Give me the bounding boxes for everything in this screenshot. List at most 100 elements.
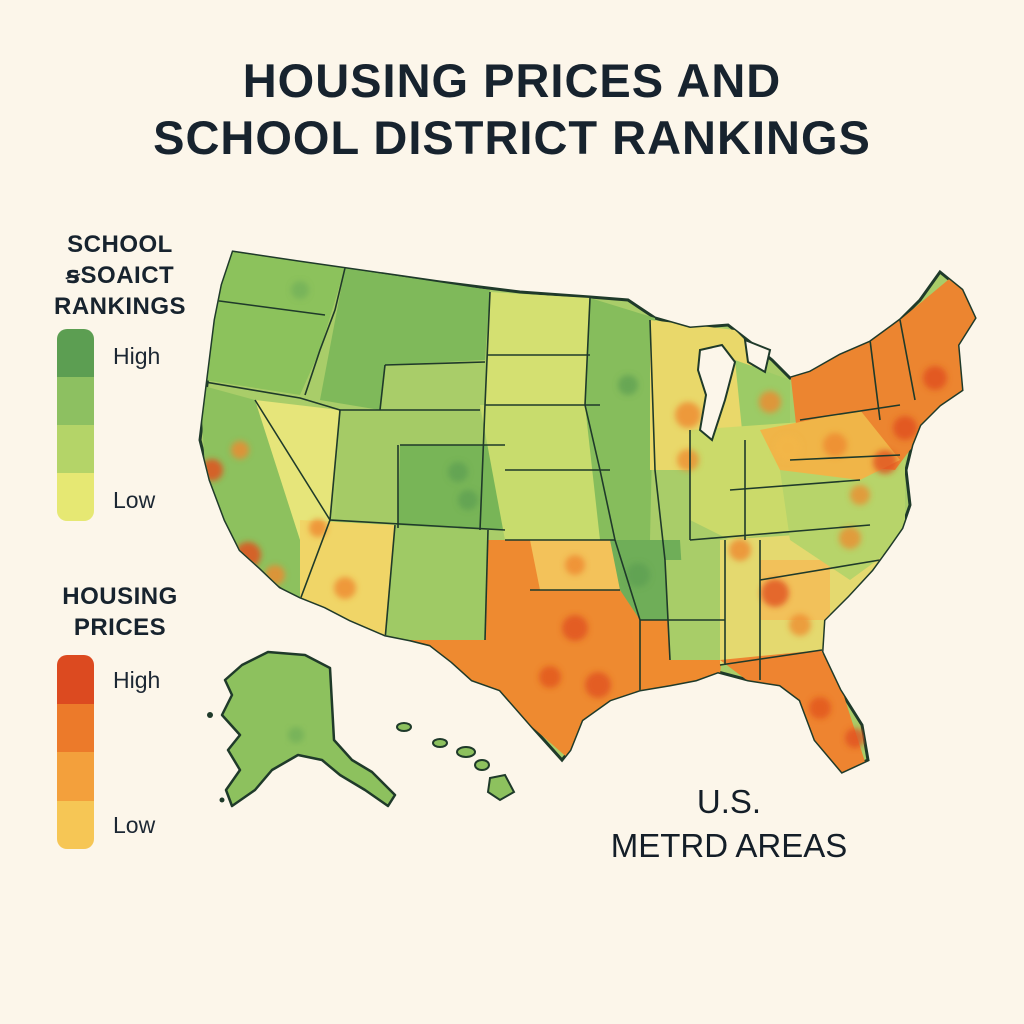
alaska-island-2 — [219, 797, 225, 803]
hotspot-dc — [850, 485, 870, 505]
region-texas — [410, 540, 640, 760]
border-ohio-river — [729, 479, 861, 491]
border-ny-pa — [799, 404, 901, 421]
hotspot-pittsburgh — [823, 433, 847, 457]
region-california — [200, 385, 330, 600]
hotspot-nyc — [893, 416, 917, 440]
border-ky-tn — [689, 524, 871, 541]
school-legend-ramp — [57, 329, 94, 521]
border-nh-vt — [899, 319, 916, 401]
school-ramp-step-2 — [57, 377, 94, 425]
region-northern-rockies — [320, 268, 490, 410]
border-mississippi — [649, 319, 671, 661]
border-mt-wy — [384, 361, 486, 366]
housing-legend-low-label: Low — [113, 812, 156, 838]
hotspot-carolina — [789, 614, 811, 636]
metro-areas-label: U.S. METRD AREAS — [600, 780, 858, 868]
alaska-island-1 — [207, 712, 213, 718]
school-ramp-step-3 — [57, 425, 94, 473]
school-legend-heading-line-2: ꞩSOAICT — [65, 262, 175, 289]
housing-legend-heading-line-2: PRICES — [73, 614, 167, 641]
border-nm-tx — [484, 529, 489, 641]
metro-areas-label-line-1: U.S. — [696, 783, 762, 820]
school-legend-heading: SCHOOL ꞩSOAICT RANKINGS — [40, 229, 200, 322]
region-plains — [480, 405, 615, 540]
hawaii-big-island — [486, 773, 516, 802]
hotspot-raleigh — [839, 527, 861, 549]
border-or-ca — [204, 381, 341, 411]
hotspot-boston — [923, 366, 947, 390]
hotspot-chicago — [675, 402, 701, 428]
border-az-nm — [384, 524, 396, 641]
hotspot-seattle — [291, 281, 309, 299]
hotspot-co-springs — [458, 490, 478, 510]
map-title: HOUSING PRICES AND SCHOOL DISTRICT RANKI… — [0, 52, 1024, 166]
hotspot-tampa — [809, 697, 831, 719]
housing-ramp-step-3 — [57, 752, 94, 801]
lake-michigan — [696, 343, 737, 442]
housing-ramp-step-4 — [57, 800, 94, 849]
housing-legend-heading-line-1: HOUSING — [62, 583, 178, 610]
border-ca-nv — [254, 399, 331, 521]
school-legend-low-label: Low — [113, 487, 156, 513]
alaska-shape — [220, 650, 397, 808]
school-legend-heading-line-1: SCHOOL — [67, 231, 173, 258]
hawaii-kauai — [396, 722, 412, 732]
hotspot-okc — [565, 555, 585, 575]
hotspot-sd — [265, 565, 285, 585]
hawaii-oahu — [432, 738, 448, 748]
border-wa-or — [211, 299, 326, 316]
hotspot-denver — [448, 462, 468, 482]
border-nv-ut — [329, 409, 341, 521]
state-borders — [204, 267, 916, 700]
title-line-1: HOUSING PRICES AND — [242, 54, 782, 107]
metro-areas-label-line-2: METRD AREAS — [610, 827, 848, 864]
housing-ramp-step-2 — [57, 703, 94, 752]
hawaii — [396, 722, 516, 802]
hotspot-phoenix — [334, 577, 356, 599]
housing-legend-high-label: High — [113, 667, 161, 693]
alaska — [207, 650, 397, 808]
region-mid-atlantic — [780, 460, 905, 580]
region-dakotas — [485, 292, 590, 405]
title-line-2: SCHOOL DISTRICT RANKINGS — [153, 111, 871, 164]
hotspot-illinois — [677, 449, 699, 471]
region-florida — [720, 650, 866, 772]
hotspot-atlanta — [761, 579, 789, 607]
hotspot-nashville — [729, 539, 751, 561]
hotspot-houston — [585, 672, 611, 698]
school-legend-high-label: High — [113, 343, 161, 369]
hotspot-ohio — [775, 435, 801, 461]
border-mn-column — [584, 297, 616, 541]
housing-legend-heading: HOUSING PRICES — [40, 581, 200, 643]
hotspot-arkansas — [626, 563, 650, 587]
hotspot-philly — [873, 450, 897, 474]
housing-ramp-step-1 — [57, 655, 94, 704]
school-legend-heading-line-3: RANKINGS — [53, 293, 186, 320]
hotspot-austin — [539, 666, 561, 688]
border-id-wy — [379, 364, 386, 411]
border-or-id — [304, 267, 346, 396]
region-mississippi — [665, 560, 725, 660]
border-ga-sc — [759, 559, 881, 581]
alaska-hotspot — [288, 727, 304, 743]
continental-us — [198, 250, 977, 774]
lake-huron — [743, 338, 772, 374]
region-colorado — [398, 445, 505, 530]
hotspot-dallas — [562, 615, 588, 641]
hotspot-miami — [845, 728, 865, 748]
hawaii-maui — [474, 759, 490, 771]
hotspot-sacramento — [231, 441, 249, 459]
border-pa-south — [789, 454, 901, 461]
border-fl — [719, 649, 823, 666]
housing-legend-ramp — [57, 655, 94, 849]
region-new-mexico — [385, 525, 488, 640]
border-vt-ny — [869, 339, 881, 421]
school-ramp-step-4 — [57, 473, 94, 521]
hotspot-detroit — [759, 391, 781, 413]
hotspot-la — [235, 542, 261, 568]
school-ramp-step-1 — [57, 329, 94, 377]
border-ca-az — [299, 519, 331, 601]
border-four-corners — [329, 519, 506, 531]
